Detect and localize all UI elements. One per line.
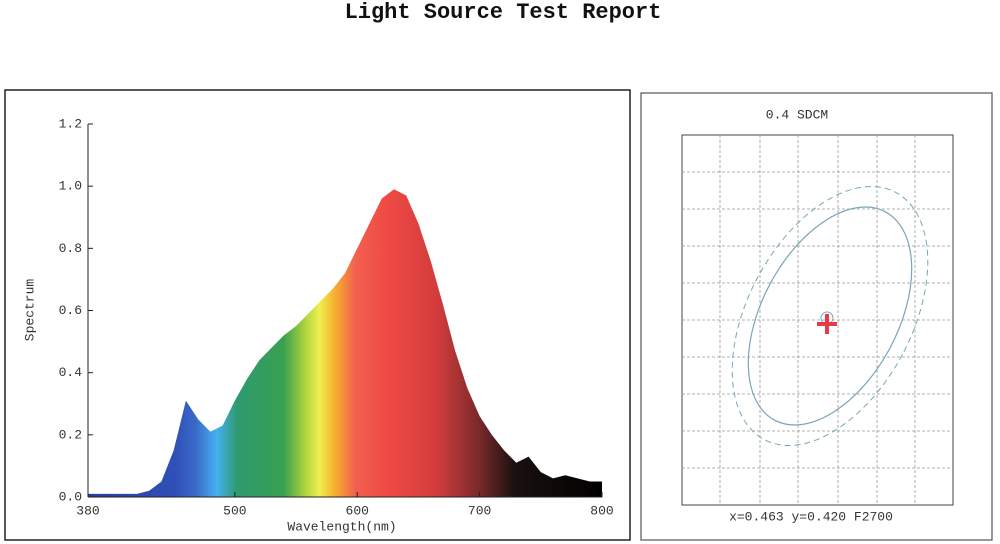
x-tick-label: 600 [346, 503, 369, 518]
chart-frame [640, 92, 993, 541]
sdcm-ellipse [747, 206, 913, 426]
y-tick-label: 0.6 [59, 303, 82, 318]
y-tick-label: 0.0 [59, 489, 82, 504]
y-tick-label: 0.4 [59, 365, 83, 380]
y-tick-label: 0.2 [59, 427, 82, 442]
chromaticity-chart: 0.4 SDCM x=0.463 y=0.420 F2700 [640, 92, 993, 541]
spectrum-chart: Wavelength(nm) Spectrum 0.0 0.2 0.4 0.6 0.8 1… [4, 89, 631, 541]
grid [682, 135, 953, 505]
chart-title: 0.4 SDCM [766, 107, 828, 122]
measured-point [817, 314, 837, 334]
sdcm-outer-ellipse [731, 186, 929, 446]
report-title: Light Source Test Report [345, 0, 662, 25]
x-tick-label: 800 [590, 503, 613, 518]
x-tick-label: 700 [468, 503, 491, 518]
y-tick-label: 1.0 [59, 179, 82, 194]
y-axis-label: Spectrum [22, 279, 37, 342]
chart-frame [4, 89, 631, 541]
spectrum-area [88, 189, 602, 497]
x-tick-label: 500 [223, 503, 246, 518]
chart-caption: x=0.463 y=0.420 F2700 [729, 509, 893, 524]
y-tick-label: 1.2 [59, 116, 82, 131]
y-tick-label: 0.8 [59, 241, 82, 256]
x-tick-label: 380 [76, 503, 99, 518]
x-axis-label: Wavelength(nm) [287, 519, 396, 534]
